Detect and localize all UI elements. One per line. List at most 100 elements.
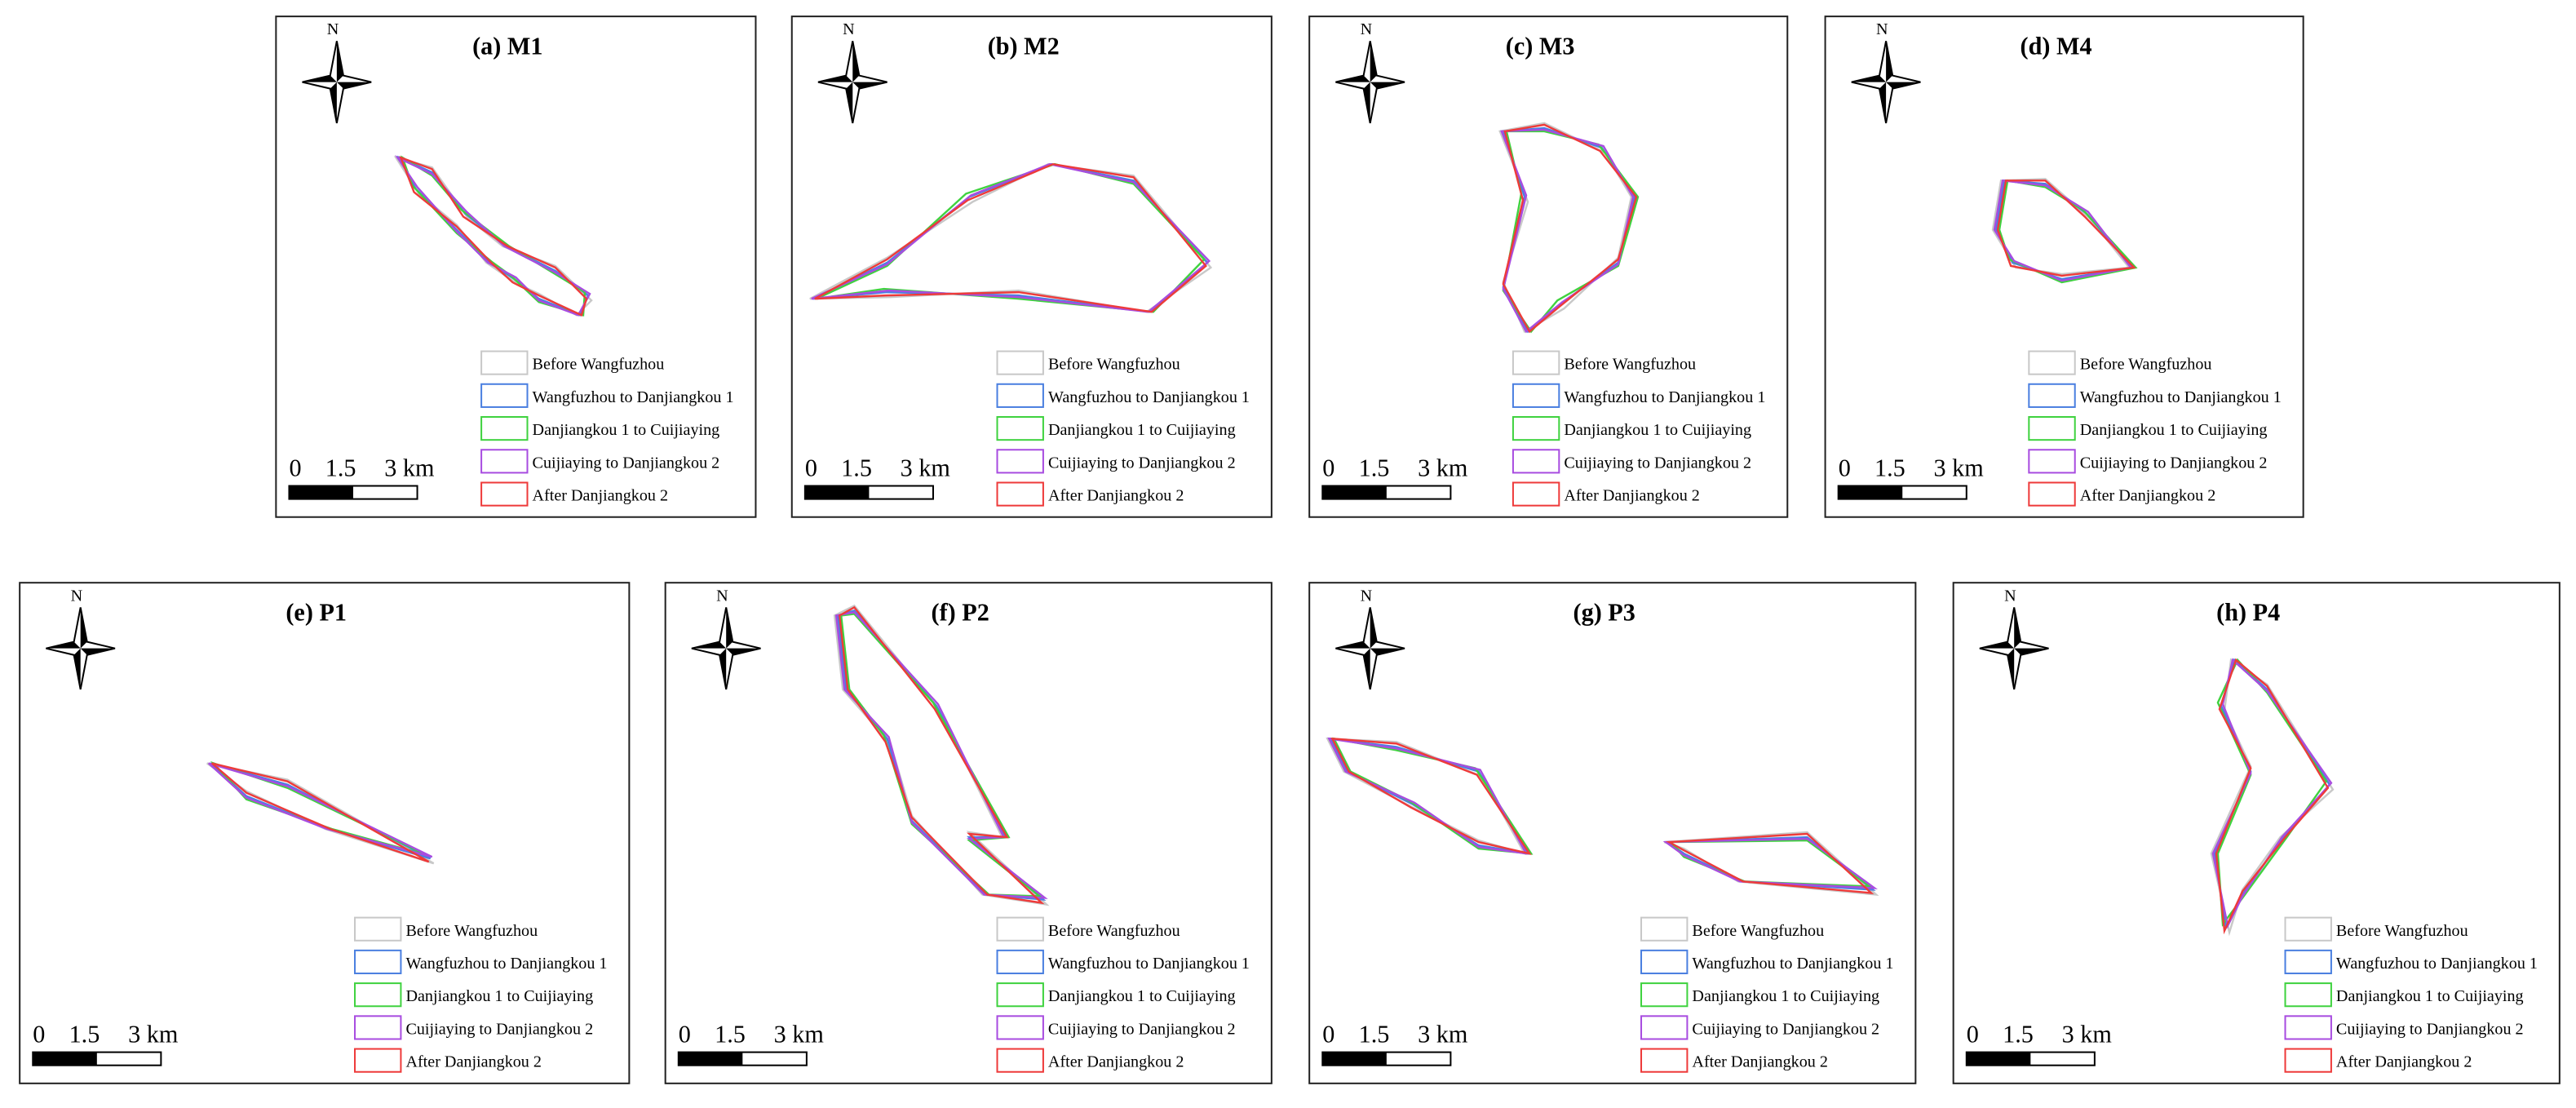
panel-title: (g) P3 [1573, 598, 1635, 626]
legend-swatch [354, 916, 402, 942]
legend-label: After Danjiangkou 2 [533, 487, 669, 505]
scale-bar-fill [33, 1052, 97, 1066]
outline [839, 613, 1043, 897]
legend-label: Wangfuzhou to Danjiangkou 1 [1692, 955, 1893, 973]
legend-swatch [354, 982, 402, 1008]
panel-title: (f) P2 [932, 598, 989, 626]
legend-label: After Danjiangkou 2 [2080, 487, 2216, 505]
map-panel: (a) M1 N Before Wangfuzhou Wangfuzhou to Da… [275, 16, 757, 518]
legend-label: After Danjiangkou 2 [1048, 487, 1184, 505]
legend-swatch [996, 383, 1044, 408]
legend-swatch [996, 1015, 1044, 1040]
north-label: N [843, 20, 855, 38]
scale-label: 0 [1839, 454, 1851, 481]
outline [1993, 179, 2133, 282]
legend-label: After Danjiangkou 2 [1048, 1053, 1184, 1071]
legend-label: Wangfuzhou to Danjiangkou 1 [2336, 955, 2538, 973]
map-panel: (e) P1 N Before Wangfuzhou Wangfuzhou to Da… [19, 582, 631, 1084]
outline [2211, 658, 2333, 929]
outline [833, 604, 1050, 906]
scale-label: 0 [1322, 454, 1334, 481]
legend-label: Wangfuzhou to Danjiangkou 1 [1564, 388, 1765, 406]
panel-frame [19, 582, 631, 1084]
panel-title: (c) M3 [1506, 32, 1575, 60]
north-label: N [716, 587, 728, 605]
legend-label: After Danjiangkou 2 [2336, 1053, 2472, 1071]
legend-label: Wangfuzhou to Danjiangkou 1 [2080, 388, 2282, 406]
legend-swatch [480, 350, 529, 375]
panel-title: (d) M4 [2021, 32, 2092, 60]
legend-label: Cuijiaying to Danjiangkou 2 [533, 454, 720, 472]
legend-label: Wangfuzhou to Danjiangkou 1 [1048, 955, 1250, 973]
legend-label: Cuijiaying to Danjiangkou 2 [1048, 1020, 1236, 1038]
north-arrow-shade [46, 607, 115, 689]
north-label: N [1361, 587, 1373, 605]
scale-label: 3 km [901, 454, 951, 481]
map-panel: (c) M3 N Before Wangfuzhou Wangfuzhou to Da… [1308, 16, 1789, 518]
scale-label: 3 km [128, 1021, 179, 1048]
legend-swatch [996, 949, 1044, 975]
legend-label: Before Wangfuzhou [2336, 922, 2468, 940]
legend-label: Cuijiaying to Danjiangkou 2 [1564, 454, 1751, 472]
legend-label: Before Wangfuzhou [1564, 356, 1696, 374]
legend-label: After Danjiangkou 2 [405, 1053, 542, 1071]
legend-swatch [354, 1048, 402, 1073]
scale-label: 0 [289, 454, 301, 481]
outline [1996, 179, 2136, 277]
legend-swatch [1640, 1048, 1689, 1073]
outline [1666, 832, 1874, 894]
scale-label: 3 km [2062, 1021, 2113, 1048]
map-panel: (g) P3 N Before Wangfuzhou Wangfuzhou to Da… [1308, 582, 1917, 1084]
legend-swatch [996, 982, 1044, 1008]
legend-swatch [2028, 383, 2076, 408]
legend-swatch [1640, 916, 1689, 942]
scale-bar-fill [1966, 1052, 2031, 1066]
scale-bar-fill [1322, 485, 1387, 499]
north-label: N [327, 20, 339, 38]
scale-label: 1.5 [2003, 1021, 2034, 1048]
scale-label: 3 km [1418, 1021, 1468, 1048]
legend-label: Wangfuzhou to Danjiangkou 1 [1048, 388, 1250, 406]
panel-frame [1952, 582, 2561, 1084]
scale-label: 3 km [1418, 454, 1468, 481]
panel-frame [1308, 582, 1917, 1084]
outline [1662, 837, 1878, 889]
legend-swatch [996, 916, 1044, 942]
legend-swatch [996, 350, 1044, 375]
map-panel: (d) M4 N Before Wangfuzhou Wangfuzhou to Da… [1824, 16, 2304, 518]
outline [2215, 658, 2330, 935]
legend-swatch [1512, 383, 1560, 408]
scale-bar-fill [289, 485, 354, 499]
outline [399, 156, 588, 317]
legend-label: Wangfuzhou to Danjiangkou 1 [405, 955, 607, 973]
map-panel: (f) P2 N Before Wangfuzhou Wangfuzhou to Da… [664, 582, 1273, 1084]
panel-title: (e) P1 [285, 598, 347, 626]
legend-swatch [2284, 1015, 2332, 1040]
legend-swatch [480, 416, 529, 441]
scale-bar-fill [678, 1052, 743, 1066]
legend-swatch [2284, 916, 2332, 942]
outline [1991, 178, 2131, 276]
north-arrow-shade [691, 607, 761, 689]
legend-swatch [1512, 350, 1560, 375]
legend-label: Cuijiaying to Danjiangkou 2 [2080, 454, 2268, 472]
legend-label: After Danjiangkou 2 [1692, 1053, 1828, 1071]
outline [1502, 123, 1638, 334]
legend-label: Wangfuzhou to Danjiangkou 1 [533, 388, 734, 406]
outline [1998, 179, 2138, 284]
panel-frame [1308, 16, 1789, 518]
legend-swatch [1640, 1015, 1689, 1040]
legend-swatch [996, 481, 1044, 507]
outline [401, 155, 586, 317]
legend-swatch [996, 1048, 1044, 1073]
legend-swatch [2028, 449, 2076, 474]
outline [836, 609, 1047, 902]
north-arrow-shade [817, 41, 887, 123]
legend-swatch [1512, 449, 1560, 474]
outline [1330, 737, 1532, 856]
scale-label: 1.5 [841, 454, 872, 481]
legend-label: Cuijiaying to Danjiangkou 2 [1048, 454, 1236, 472]
north-label: N [2004, 587, 2016, 605]
